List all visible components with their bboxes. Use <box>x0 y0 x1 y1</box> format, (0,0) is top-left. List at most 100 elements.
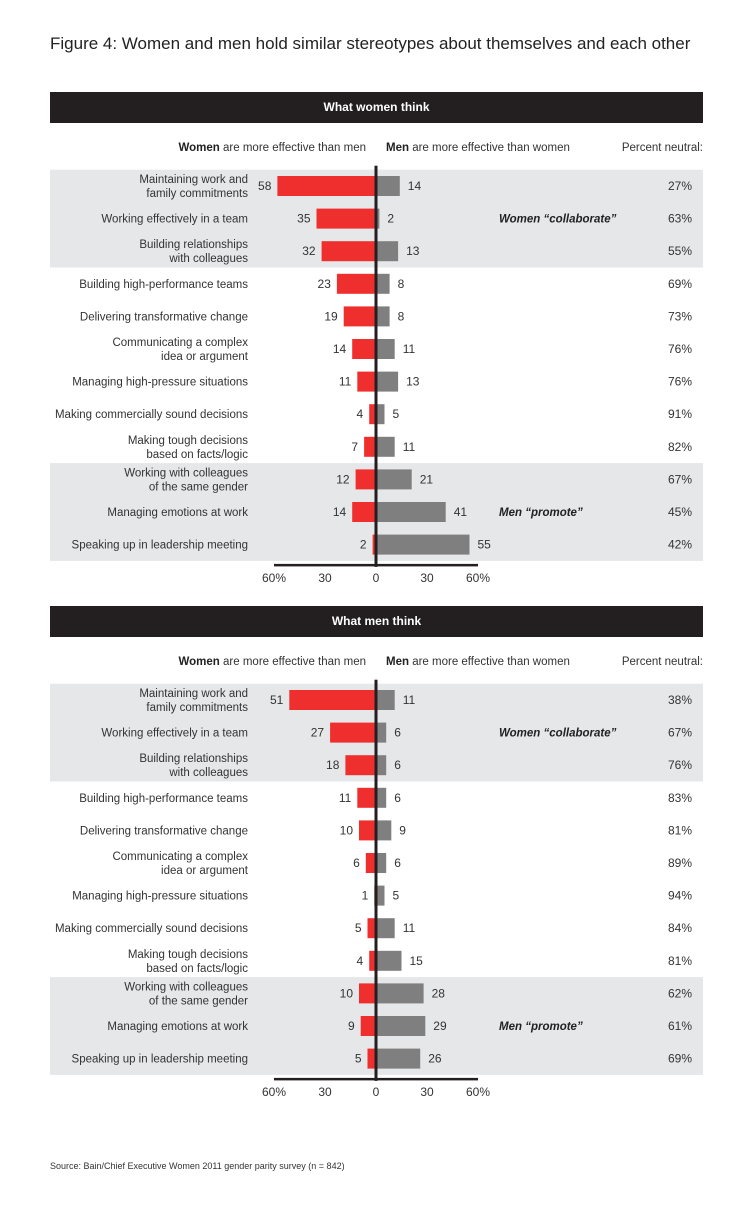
category-label-line: Working effectively in a team <box>101 214 248 226</box>
women-value-label: 12 <box>336 472 350 486</box>
women-value-label: 5 <box>355 1052 362 1066</box>
percent-neutral-value: 67% <box>668 472 692 486</box>
percent-neutral-value: 76% <box>668 342 692 356</box>
category-label-line: Working with colleagues <box>124 467 248 479</box>
men-bar <box>376 273 390 294</box>
men-value-label: 13 <box>406 244 420 258</box>
men-bar <box>376 502 446 522</box>
men-value-label: 2 <box>387 212 394 226</box>
men-value-label: 8 <box>398 277 405 291</box>
percent-neutral-value: 67% <box>668 726 692 740</box>
women-value-label: 19 <box>324 309 338 323</box>
women-value-label: 14 <box>333 505 347 519</box>
category-label-line: Speaking up in leadership meeting <box>72 1054 248 1066</box>
women-value-label: 18 <box>326 758 340 772</box>
category-label-line: Delivering transformative change <box>80 311 248 323</box>
category-label-line: Managing emotions at work <box>107 1021 248 1033</box>
category-label-line: with colleagues <box>168 767 248 779</box>
women-value-label: 27 <box>311 726 325 740</box>
women-value-label: 10 <box>340 823 354 837</box>
women-bar <box>357 787 376 808</box>
men-bar <box>376 755 387 776</box>
category-label: Communicating a complex idea or argument <box>112 851 248 877</box>
category-label: Managing emotions at work <box>107 507 248 519</box>
category-label-line: Making tough decisions <box>128 435 248 447</box>
women-bar <box>277 176 376 196</box>
men-bar <box>376 208 380 229</box>
women-bar <box>360 1016 376 1036</box>
women-bar <box>365 853 376 873</box>
women-value-label: 35 <box>297 212 311 226</box>
percent-neutral-value: 76% <box>668 758 692 772</box>
heading-percent-neutral: Percent neutral: <box>622 656 703 668</box>
men-bar <box>376 722 387 743</box>
panel-title: What women think <box>50 92 703 123</box>
category-label: Making commercially sound decisions <box>55 923 248 935</box>
category-label: Building relationships with colleagues <box>139 239 248 265</box>
men-value-label: 6 <box>394 856 401 870</box>
category-label: Maintaining work and family commitments <box>139 688 248 714</box>
women-value-label: 7 <box>351 440 358 454</box>
men-bar <box>376 436 395 457</box>
percent-neutral-value: 62% <box>668 986 692 1000</box>
category-label-line: based on facts/logic <box>146 449 248 461</box>
women-bar <box>364 436 376 457</box>
women-value-label: 11 <box>339 791 352 805</box>
zero-axis-line <box>374 679 378 1081</box>
women-value-label: 51 <box>270 693 284 707</box>
women-bar <box>355 469 376 490</box>
percent-neutral-value: 82% <box>668 440 692 454</box>
annotation-label: Women “collaborate” <box>499 728 617 740</box>
men-value-label: 15 <box>410 954 424 968</box>
men-value-label: 21 <box>420 472 434 486</box>
percent-neutral-value: 91% <box>668 407 692 421</box>
women-bar <box>359 820 376 841</box>
men-bar <box>376 306 390 327</box>
category-label: Managing emotions at work <box>107 1021 248 1033</box>
percent-neutral-value: 38% <box>668 693 692 707</box>
men-bar <box>376 241 399 262</box>
men-value-label: 11 <box>403 921 416 935</box>
heading-rest: are more effective than women <box>409 142 570 154</box>
category-label-line: Building relationships <box>139 239 248 251</box>
x-tick-label: 60% <box>466 571 490 585</box>
x-tick-label: 60% <box>466 1085 490 1099</box>
percent-neutral-value: 84% <box>668 921 692 935</box>
men-value-label: 11 <box>403 693 416 707</box>
women-value-label: 10 <box>340 986 354 1000</box>
category-label-line: Communicating a complex <box>112 337 248 349</box>
category-label-line: family commitments <box>146 702 248 714</box>
heading-bold: Men <box>386 142 409 154</box>
heading-men-more-effective: Men are more effective than women <box>386 142 570 154</box>
annotation-label: Men “promote” <box>499 507 583 519</box>
men-bar <box>376 787 387 808</box>
annotation-rest: “promote” <box>522 1021 583 1033</box>
women-bar <box>352 339 376 359</box>
women-value-label: 5 <box>355 921 362 935</box>
category-label: Maintaining work and family commitments <box>139 174 248 200</box>
percent-neutral-value: 69% <box>668 277 692 291</box>
heading-women-more-effective: Women are more effective than men <box>179 656 367 668</box>
women-bar <box>359 983 376 1004</box>
women-bar <box>369 950 376 971</box>
percent-neutral-value: 27% <box>668 179 692 193</box>
men-bar <box>376 918 395 939</box>
annotation-rest: “promote” <box>522 507 583 519</box>
category-label: Working with colleagues of the same gende… <box>124 467 248 493</box>
category-label-line: Building high-performance teams <box>79 279 248 291</box>
category-label-line: Managing high-pressure situations <box>72 377 248 389</box>
category-label: Speaking up in leadership meeting <box>72 1054 248 1066</box>
women-bar <box>369 404 376 425</box>
annotation-bold: Women <box>499 214 540 226</box>
women-bar <box>367 918 376 939</box>
annotation-bold: Women <box>499 728 540 740</box>
men-bar <box>376 1016 426 1036</box>
women-value-label: 6 <box>353 856 360 870</box>
heading-bold: Women <box>179 142 220 154</box>
panel-what-women-think: What women think Women are more effectiv… <box>50 92 703 585</box>
women-value-label: 1 <box>362 889 369 903</box>
x-tick-label: 0 <box>373 1085 380 1099</box>
men-bar <box>376 469 412 490</box>
men-bar <box>376 690 395 710</box>
men-bar <box>376 983 424 1004</box>
